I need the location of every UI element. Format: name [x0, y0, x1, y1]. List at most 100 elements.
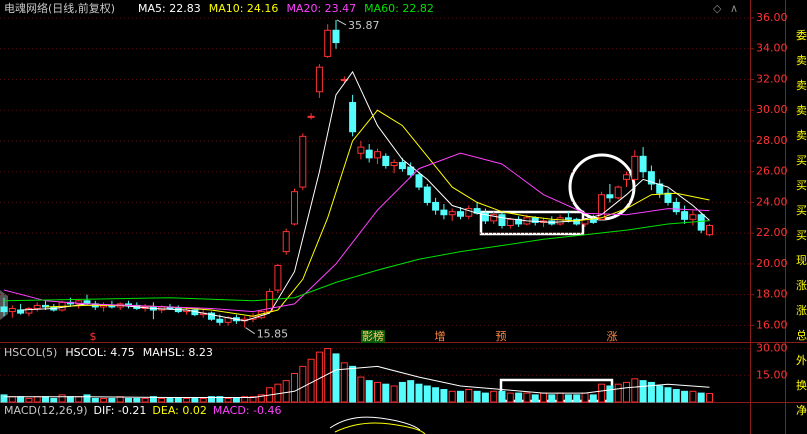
y-tick-label: 20.00	[756, 257, 788, 270]
candle-body	[8, 307, 16, 313]
volume-bar	[573, 394, 581, 403]
legend-entry: MA10: 24.16	[209, 2, 279, 15]
icon[interactable]: ∧	[730, 2, 738, 15]
volume-bar	[141, 397, 149, 403]
side-label: 买	[796, 229, 807, 242]
candle-body	[415, 174, 423, 188]
candle-body	[365, 149, 373, 159]
volume-bar	[631, 378, 639, 403]
y-tick-label: 22.00	[756, 226, 788, 239]
volume-bar	[423, 385, 431, 403]
candle-body	[498, 214, 506, 226]
volume-bar	[490, 390, 498, 403]
candle-body	[349, 102, 357, 133]
volume-bar	[448, 390, 456, 403]
volume-bar	[149, 396, 157, 403]
candle-body	[208, 312, 215, 320]
volume-bar	[589, 394, 597, 403]
y-tick-label: 28.00	[756, 134, 788, 147]
volume-bar	[706, 393, 713, 403]
candle-body	[282, 231, 290, 253]
candle-body	[432, 201, 440, 211]
candle-body	[598, 194, 606, 220]
candle-body	[0, 306, 8, 313]
candle-body	[465, 208, 473, 217]
volume-bar	[623, 381, 630, 403]
event-marker[interactable]: $	[90, 330, 97, 343]
candle-body	[672, 201, 680, 213]
volume-bar	[108, 397, 116, 403]
volume-bar	[100, 397, 108, 403]
side-label: 委	[796, 29, 807, 42]
volume-bar	[307, 358, 315, 403]
candle-body	[17, 309, 25, 314]
volume-bar	[647, 381, 655, 403]
side-label: 买	[796, 179, 807, 192]
volume-bar	[349, 365, 357, 403]
candle-body	[33, 304, 41, 309]
volume-bar	[257, 394, 265, 403]
volume-bar	[183, 397, 191, 403]
volume-bar	[232, 397, 240, 403]
event-marker[interactable]: 增	[435, 329, 446, 343]
candle-body	[631, 155, 639, 180]
volume-bar	[42, 396, 49, 403]
volume-bar	[556, 392, 564, 403]
volume-bar	[66, 396, 74, 403]
volume-bar	[340, 362, 348, 403]
y-tick-label: 16.00	[756, 318, 788, 331]
volume-bar	[25, 397, 33, 403]
event-marker[interactable]: 影榜	[362, 329, 384, 343]
volume-bar	[241, 396, 249, 403]
side-label: 总	[796, 328, 807, 342]
legend-entry: HSCOL: 4.75	[65, 346, 134, 359]
volume-bar	[440, 389, 448, 403]
volume-bar	[166, 397, 174, 403]
candle-body	[664, 192, 672, 203]
candle-body	[291, 191, 298, 225]
candle-body	[315, 66, 323, 93]
candle-body	[689, 214, 697, 220]
legend-entry: MA5: 22.83	[138, 2, 201, 15]
y-tick-label: 32.00	[756, 72, 788, 85]
volume-bar	[83, 394, 91, 403]
volume-bar	[598, 383, 606, 403]
candle-body	[398, 161, 406, 170]
chart-title: 电魂网络(日线,前复权)	[4, 1, 115, 15]
volume-bar	[473, 390, 481, 403]
volume-bar	[664, 387, 672, 403]
candle-body	[307, 115, 315, 118]
low-pointer	[245, 327, 255, 335]
candle-body	[697, 214, 705, 231]
legend-entry: MA60: 22.82	[364, 2, 434, 15]
candle-body	[324, 29, 332, 57]
candle-body	[25, 307, 33, 314]
volume-bar	[133, 397, 141, 403]
volume-bar	[125, 397, 132, 403]
volume-bar	[523, 392, 531, 403]
volume-bar	[531, 394, 539, 403]
candle-body	[75, 300, 83, 305]
volume-bar	[299, 365, 307, 403]
volume-bar	[216, 396, 224, 403]
legend-entry: MACD(12,26,9)	[4, 404, 88, 417]
candle-body	[357, 146, 365, 154]
legend-entry: DIF: -0.21	[94, 404, 147, 417]
volume-bar	[174, 397, 182, 403]
legend-entry: HSCOL(5)	[4, 346, 57, 359]
icon[interactable]: ◇	[713, 2, 722, 15]
candle-body	[374, 151, 381, 159]
side-label: 涨	[796, 304, 807, 317]
side-label: 净	[796, 403, 807, 417]
volume-bar	[481, 392, 489, 403]
volume-bar	[614, 383, 622, 403]
event-marker[interactable]: 预	[496, 330, 507, 343]
side-label: 外	[796, 354, 807, 367]
volume-bar	[249, 396, 257, 403]
candle-body	[216, 318, 224, 323]
event-marker[interactable]: 涨	[607, 330, 618, 343]
candle-body	[299, 135, 307, 188]
ma-line	[3, 152, 710, 313]
volume-bar	[432, 387, 440, 403]
